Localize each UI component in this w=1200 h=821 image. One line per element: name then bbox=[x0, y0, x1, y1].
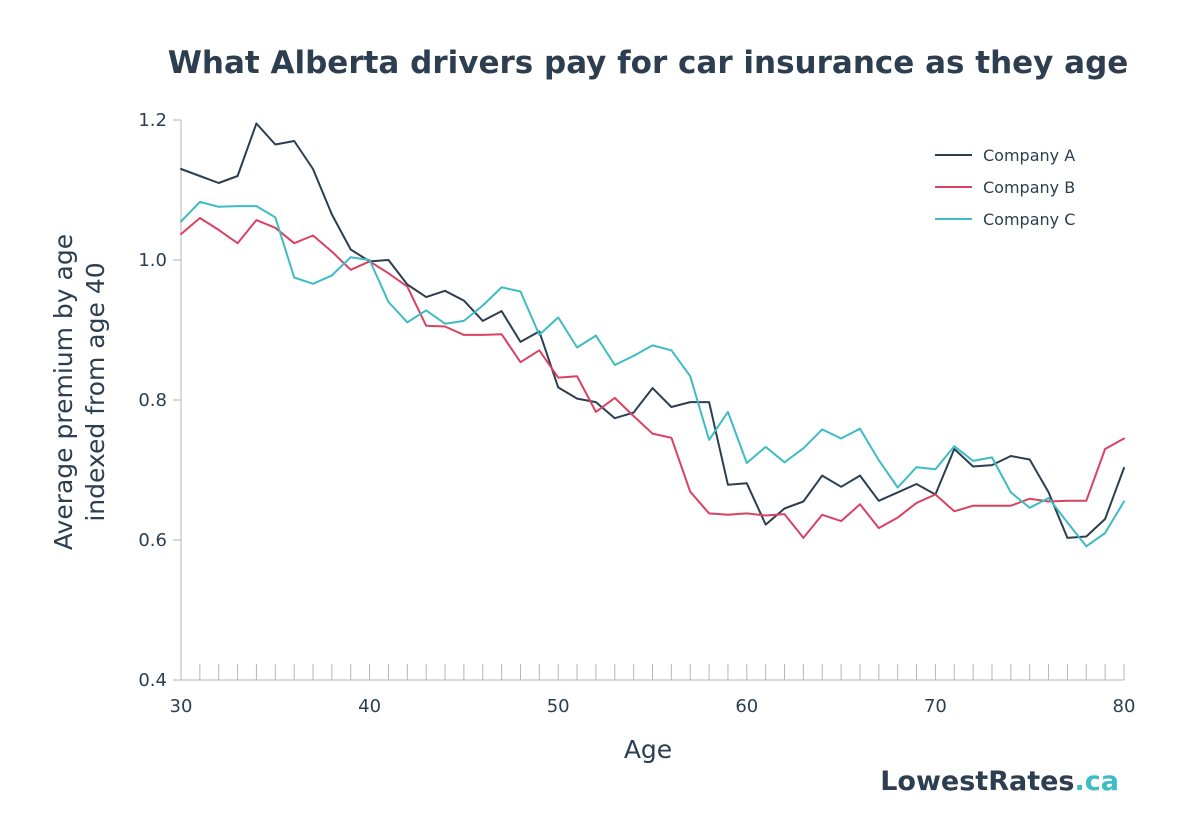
y-tick-label: 1.0 bbox=[138, 250, 167, 271]
x-tick-label: 60 bbox=[735, 696, 758, 717]
y-axis-title-line-1: Average premium by age bbox=[49, 234, 78, 550]
series-line-company-a bbox=[180, 122, 1125, 539]
x-tick-label: 40 bbox=[358, 696, 381, 717]
y-axis-title-line-2: indexed from age 40 bbox=[81, 262, 110, 521]
y-tick-label: 0.4 bbox=[138, 670, 167, 691]
x-tick-label: 50 bbox=[547, 696, 570, 717]
x-tick-label: 80 bbox=[1113, 696, 1136, 717]
y-tick-label: 0.6 bbox=[138, 530, 167, 551]
y-tick-label: 1.2 bbox=[138, 110, 167, 131]
plot-area bbox=[180, 122, 1125, 548]
brand-logo: LowestRates.ca bbox=[880, 766, 1119, 797]
legend-label: Company B bbox=[983, 178, 1075, 197]
y-tick-label: 0.8 bbox=[138, 390, 167, 411]
legend-label: Company A bbox=[983, 146, 1075, 165]
legend-label: Company C bbox=[983, 210, 1075, 229]
legend-item-company-b: Company B bbox=[935, 178, 1075, 197]
series-line-company-c bbox=[180, 200, 1125, 548]
x-tick-label: 30 bbox=[170, 696, 193, 717]
y-axis-ticks: 0.4 0.6 0.8 1.0 1.2 bbox=[138, 110, 181, 691]
legend-item-company-a: Company A bbox=[935, 146, 1075, 165]
legend-item-company-c: Company C bbox=[935, 210, 1075, 229]
x-tick-label: 70 bbox=[924, 696, 947, 717]
brand-name: LowestRates bbox=[880, 766, 1074, 797]
brand-suffix: .ca bbox=[1075, 766, 1119, 797]
chart-title: What Alberta drivers pay for car insuran… bbox=[168, 45, 1129, 81]
x-axis-title: Age bbox=[624, 735, 672, 764]
y-axis-title: Average premium by age indexed from age … bbox=[49, 234, 110, 550]
series-line-company-b bbox=[180, 217, 1125, 539]
legend: Company A Company B Company C bbox=[935, 146, 1075, 229]
x-axis-ticks: 30 40 50 60 70 80 bbox=[170, 664, 1136, 717]
